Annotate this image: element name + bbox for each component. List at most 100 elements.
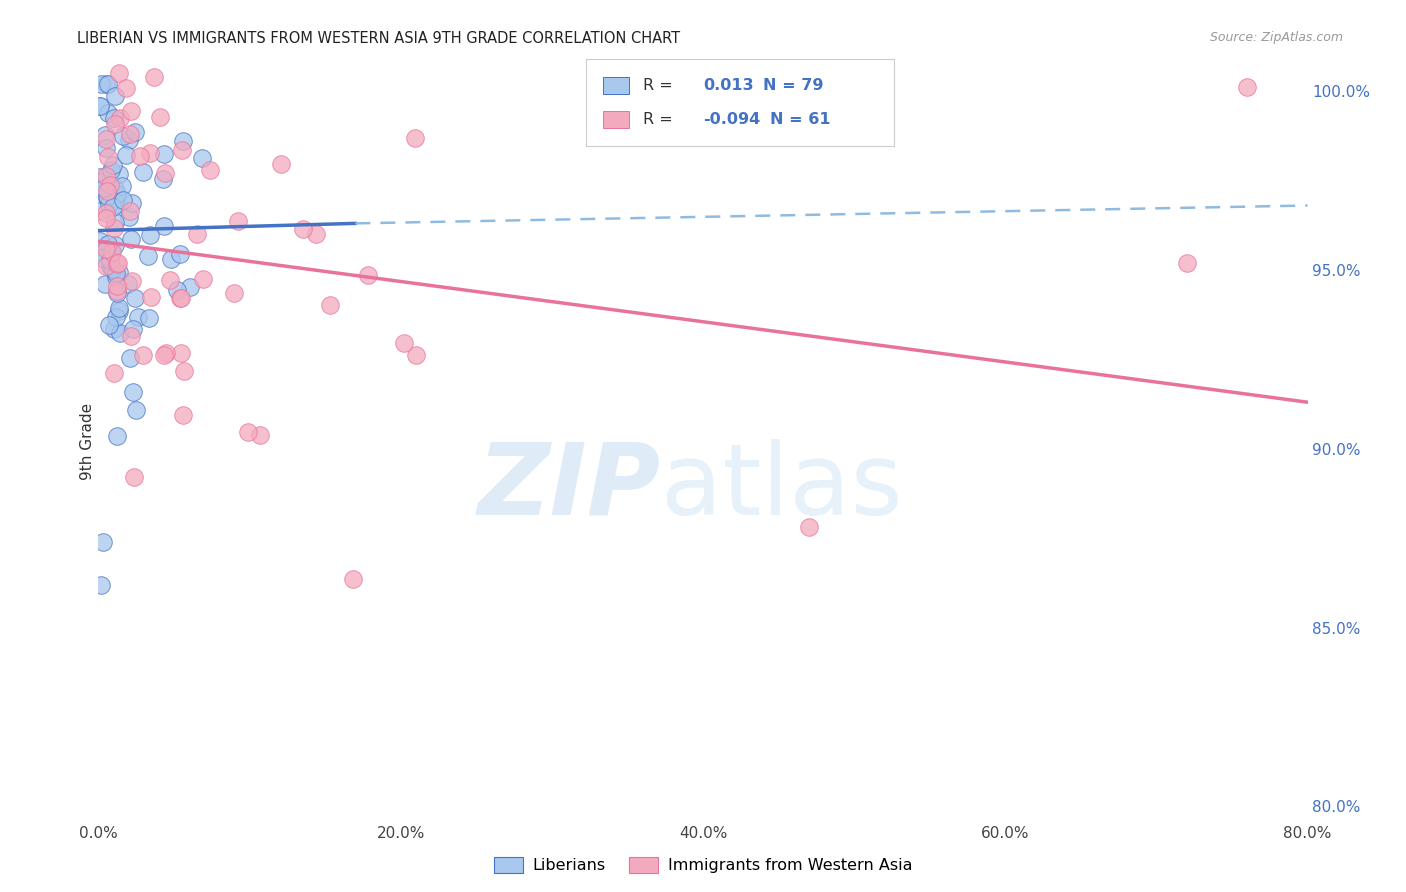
Point [89, 170, 111, 185]
Point [136, 249, 159, 263]
Point [172, 134, 194, 148]
Point [191, 151, 214, 165]
Point [89, 203, 111, 218]
Point [104, 270, 127, 285]
Text: N = 79: N = 79 [763, 78, 824, 93]
Point [118, 204, 141, 219]
Point [90, 577, 112, 591]
Point [153, 219, 176, 233]
Point [94, 211, 117, 225]
Point [90, 77, 112, 91]
Point [103, 321, 125, 335]
Point [122, 470, 145, 484]
Point [108, 326, 131, 340]
Point [110, 178, 132, 193]
Point [132, 165, 155, 179]
Point [170, 143, 193, 157]
Point [1236, 80, 1258, 95]
Point [103, 111, 125, 125]
Point [117, 211, 139, 225]
Point [104, 214, 127, 228]
Point [114, 147, 136, 161]
Point [100, 245, 122, 260]
Point [238, 425, 260, 440]
Point [104, 182, 127, 196]
Point [226, 214, 249, 228]
Text: -0.094: -0.094 [703, 112, 761, 127]
Point [104, 117, 127, 131]
Point [107, 265, 129, 279]
Point [91, 534, 114, 549]
Point [108, 167, 131, 181]
Point [170, 346, 193, 360]
Point [172, 408, 194, 422]
Point [103, 201, 125, 215]
Point [173, 364, 195, 378]
Point [179, 279, 201, 293]
Point [94, 77, 117, 91]
Point [160, 252, 183, 266]
Point [139, 227, 162, 242]
Point [100, 163, 122, 178]
Point [105, 257, 128, 271]
Point [153, 348, 176, 362]
Point [94, 277, 117, 291]
Point [392, 336, 415, 351]
Point [405, 348, 427, 362]
Point [142, 70, 165, 85]
Point [222, 285, 245, 300]
Point [97, 105, 120, 120]
Point [124, 292, 146, 306]
Point [94, 206, 117, 220]
Text: ZIP: ZIP [478, 439, 661, 535]
Point [138, 145, 160, 160]
Text: R =: R = [643, 112, 678, 127]
Point [169, 291, 191, 305]
Point [97, 150, 120, 164]
Text: 0.013: 0.013 [703, 78, 754, 93]
Point [108, 112, 131, 126]
FancyBboxPatch shape [603, 111, 630, 128]
Point [122, 322, 145, 336]
Point [91, 251, 114, 265]
Point [105, 197, 128, 211]
Point [104, 89, 127, 103]
Point [104, 238, 127, 252]
Point [118, 127, 141, 141]
Point [270, 157, 292, 171]
Point [112, 128, 135, 143]
Point [107, 304, 129, 318]
Point [107, 66, 129, 80]
Point [105, 429, 128, 443]
Point [101, 158, 124, 172]
Point [122, 385, 145, 400]
Point [118, 133, 141, 147]
Point [97, 236, 120, 251]
Text: atlas: atlas [661, 439, 903, 535]
Point [104, 265, 127, 279]
Point [152, 172, 174, 186]
Point [1175, 256, 1198, 270]
Point [152, 147, 174, 161]
Point [198, 162, 221, 177]
Point [100, 260, 122, 274]
Point [139, 290, 162, 304]
Point [96, 191, 118, 205]
Point [305, 227, 328, 242]
Point [93, 180, 115, 194]
Text: R =: R = [643, 78, 678, 93]
Point [120, 103, 142, 118]
Point [89, 99, 111, 113]
Point [121, 274, 143, 288]
Point [96, 184, 118, 198]
Text: Source: ZipAtlas.com: Source: ZipAtlas.com [1209, 31, 1343, 45]
Point [89, 234, 111, 248]
Point [107, 301, 129, 315]
FancyBboxPatch shape [586, 59, 894, 145]
Point [96, 188, 118, 202]
Point [105, 278, 128, 293]
Point [105, 285, 128, 300]
Point [170, 291, 193, 305]
Text: N = 61: N = 61 [769, 112, 830, 127]
Point [128, 149, 150, 163]
